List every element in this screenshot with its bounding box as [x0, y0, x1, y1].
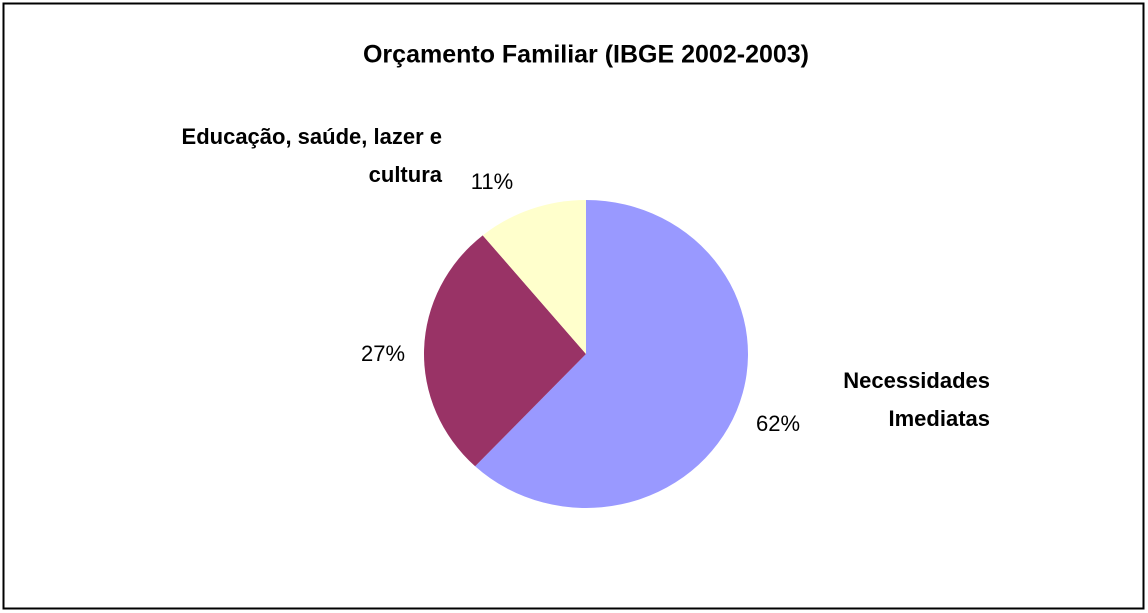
pie-slice	[482, 200, 586, 354]
chart-title: Orçamento Familiar (IBGE 2002-2003)	[363, 41, 809, 69]
pie-slice	[423, 235, 586, 467]
category-label: Educação, saúde, lazer e cultura	[181, 124, 442, 187]
pie-slice	[475, 200, 749, 508]
value-label: 62%	[756, 411, 800, 436]
value-label: 27%	[361, 341, 405, 366]
category-label: Necessidades Imediatas	[843, 368, 990, 431]
value-label: 11%	[471, 169, 513, 194]
